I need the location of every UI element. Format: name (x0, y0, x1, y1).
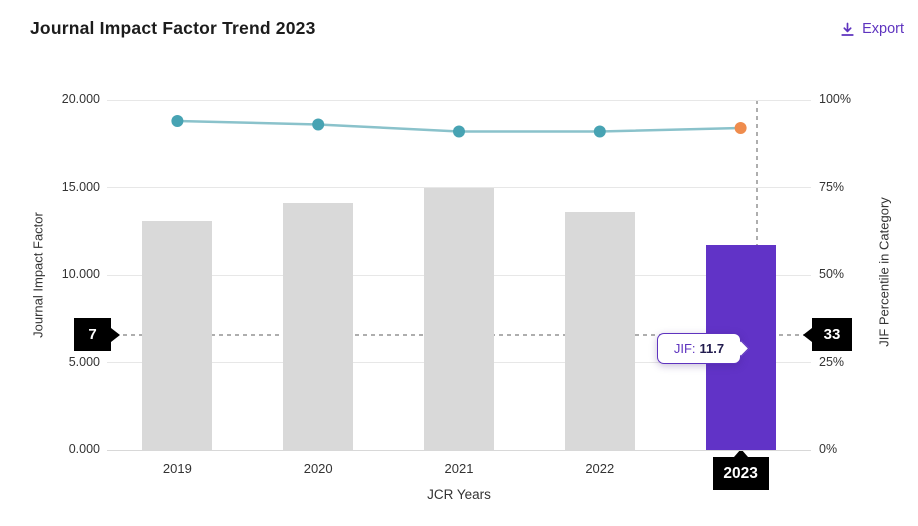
left-badge-pointer (111, 327, 120, 342)
bar-2019[interactable] (142, 220, 213, 450)
right-axis-tick-label: 100% (819, 92, 851, 106)
tooltip-value: 11.7 (699, 341, 725, 356)
bar-2021[interactable] (424, 187, 494, 450)
left-axis-tick-label: 15.000 (61, 179, 100, 194)
left-axis-tick-label: 10.000 (61, 267, 100, 281)
right-axis-tick-label: 0% (819, 442, 838, 456)
right-badge-pointer (803, 327, 812, 342)
bar-2022[interactable] (564, 212, 635, 450)
left-axis-tick-label: 0.000 (68, 442, 100, 456)
gridline (107, 99, 811, 101)
left-axis-tick-label: 5.000 (68, 354, 100, 369)
percentile-point-2022[interactable] (593, 125, 606, 138)
x-tick-label-2022: 2022 (585, 461, 615, 476)
x-tick-label-2019: 2019 (162, 461, 192, 476)
x-axis-title: JCR Years (427, 487, 491, 502)
percentile-point-2020[interactable] (312, 118, 325, 131)
left-axis-crosshair-badge: 7 (74, 318, 111, 351)
export-button[interactable]: Export (840, 21, 904, 37)
x-tick-label-2020: 2020 (303, 461, 333, 476)
selected-year-badge: 2023 (712, 457, 769, 490)
page-title: Journal Impact Factor Trend 2023 (30, 18, 316, 38)
jif-tooltip: JIF: 11.7 (657, 333, 749, 364)
tooltip-label: JIF: (673, 341, 696, 356)
percentile-point-2023[interactable] (734, 122, 747, 134)
export-label: Export (862, 21, 904, 37)
right-axis-tick-label: 25% (819, 354, 845, 369)
percentile-point-2021[interactable] (453, 125, 465, 138)
right-axis-tick-label: 75% (819, 179, 845, 194)
percentile-line-chart (171, 115, 747, 138)
right-axis-crosshair-badge: 33 (812, 318, 852, 351)
left-axis-tick-label: 20.000 (61, 92, 100, 106)
year-badge-pointer (733, 449, 748, 457)
bar-2020[interactable] (283, 203, 354, 450)
gridline (107, 449, 811, 451)
download-icon (840, 22, 855, 37)
right-axis-tick-label: 50% (819, 267, 845, 281)
x-tick-label-2021: 2021 (444, 461, 474, 476)
percentile-point-2019[interactable] (171, 115, 184, 127)
